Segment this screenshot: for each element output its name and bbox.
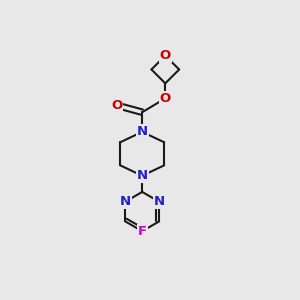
Text: N: N bbox=[136, 169, 148, 182]
Text: O: O bbox=[160, 92, 171, 105]
Text: O: O bbox=[111, 99, 122, 112]
Text: O: O bbox=[160, 49, 171, 62]
Text: N: N bbox=[120, 195, 131, 208]
Text: N: N bbox=[154, 195, 165, 208]
Text: N: N bbox=[136, 125, 148, 138]
Text: F: F bbox=[138, 225, 147, 238]
